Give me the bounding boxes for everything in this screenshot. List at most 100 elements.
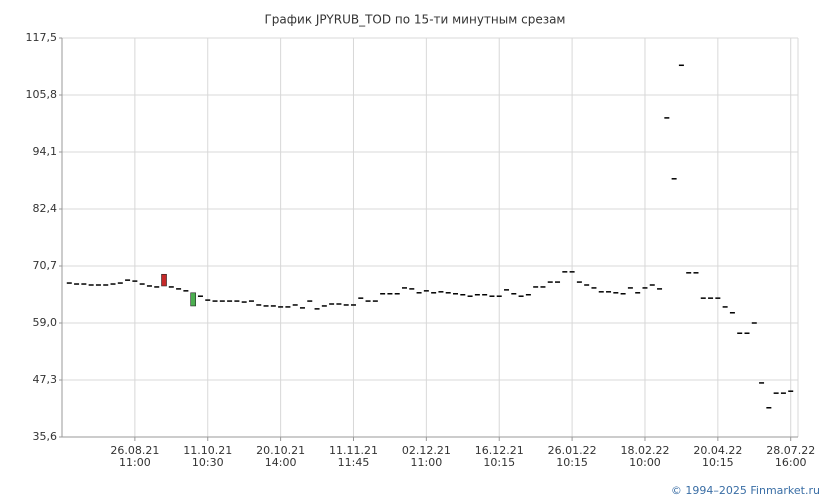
candle: [627, 287, 633, 289]
x-tick-label-line: 11.10.21: [183, 444, 232, 457]
candle: [467, 295, 473, 297]
candle: [453, 293, 459, 295]
y-tick-label: 70,7: [33, 259, 58, 272]
candle: [496, 295, 502, 297]
candle: [562, 271, 568, 273]
candle: [700, 297, 706, 299]
candle: [409, 288, 415, 290]
candle: [365, 300, 371, 302]
candle: [598, 291, 604, 293]
candle: [212, 300, 218, 302]
candle: [788, 390, 794, 392]
candle: [358, 297, 364, 299]
candle: [664, 117, 670, 119]
x-tick-label-line: 11:45: [338, 456, 370, 469]
candle: [380, 293, 386, 295]
x-tick-label-line: 18.02.22: [620, 444, 669, 457]
candle: [693, 272, 699, 274]
x-tick-label-line: 26.08.21: [110, 444, 159, 457]
candle: [307, 300, 313, 302]
candle: [642, 287, 648, 289]
x-tick-label-line: 16.12.21: [475, 444, 524, 457]
candle: [168, 286, 174, 288]
candle: [329, 303, 335, 305]
x-tick-label-line: 11:00: [411, 456, 443, 469]
candle: [744, 332, 750, 334]
candle: [66, 282, 72, 284]
y-tick-label: 94,1: [33, 145, 58, 158]
candle: [343, 304, 349, 306]
candle: [263, 305, 269, 307]
candle: [751, 322, 757, 324]
candle: [759, 382, 765, 384]
candle: [219, 300, 225, 302]
candle: [489, 295, 495, 297]
candle: [766, 407, 772, 409]
x-tick-label-line: 10:15: [702, 456, 734, 469]
y-tick-label: 35,6: [33, 430, 58, 443]
x-tick-label-line: 20.04.22: [693, 444, 742, 457]
candle: [292, 304, 298, 306]
y-tick-label: 117,5: [26, 31, 58, 44]
x-tick-label-line: 10:15: [556, 456, 588, 469]
candle: [591, 287, 597, 289]
candle: [285, 306, 291, 308]
credit: © 1994–2025 Finmarket.ru: [671, 484, 820, 497]
candle: [555, 281, 561, 283]
candle: [117, 282, 123, 284]
candle: [547, 281, 553, 283]
candle: [394, 293, 400, 295]
candle: [576, 281, 582, 283]
candle: [299, 307, 305, 309]
x-tick-label-line: 16:00: [775, 456, 807, 469]
candle: [525, 293, 531, 296]
x-tick-label-line: 11:00: [119, 456, 151, 469]
candle: [474, 293, 480, 296]
candle: [81, 283, 87, 285]
candle: [671, 178, 677, 180]
x-tick-label-line: 10:30: [192, 456, 224, 469]
candle: [518, 295, 524, 297]
candle: [270, 305, 276, 307]
candle: [350, 304, 356, 306]
candle: [773, 392, 779, 394]
candle: [256, 304, 262, 306]
y-tick-label: 105,8: [26, 88, 58, 101]
candle: [197, 295, 203, 297]
candle: [540, 286, 546, 288]
candle: [401, 287, 407, 289]
candle: [321, 305, 327, 307]
candle: [183, 290, 189, 292]
candle: [737, 332, 743, 334]
candle: [125, 279, 131, 281]
candle: [88, 284, 94, 286]
x-tick-label-line: 20.10.21: [256, 444, 305, 457]
candle: [387, 293, 393, 295]
candle: [569, 271, 575, 273]
candle: [110, 283, 116, 285]
candle: [708, 297, 714, 299]
candle: [423, 290, 429, 292]
candle: [372, 300, 378, 302]
candle: [146, 285, 152, 287]
candle: [678, 64, 684, 67]
candle: [715, 297, 721, 299]
candle: [431, 292, 437, 294]
candle: [686, 272, 692, 274]
candle: [533, 286, 539, 288]
x-tick-label-line: 28.07.22: [766, 444, 815, 457]
candle: [657, 288, 663, 290]
candle: [416, 292, 422, 294]
y-tick-label: 47,3: [33, 373, 58, 386]
y-tick-label: 82,4: [33, 202, 58, 215]
candle: [241, 301, 247, 303]
candle: [584, 284, 590, 286]
chart-title: График JPYRUB_TOD по 15-ти минутным срез…: [264, 13, 565, 27]
